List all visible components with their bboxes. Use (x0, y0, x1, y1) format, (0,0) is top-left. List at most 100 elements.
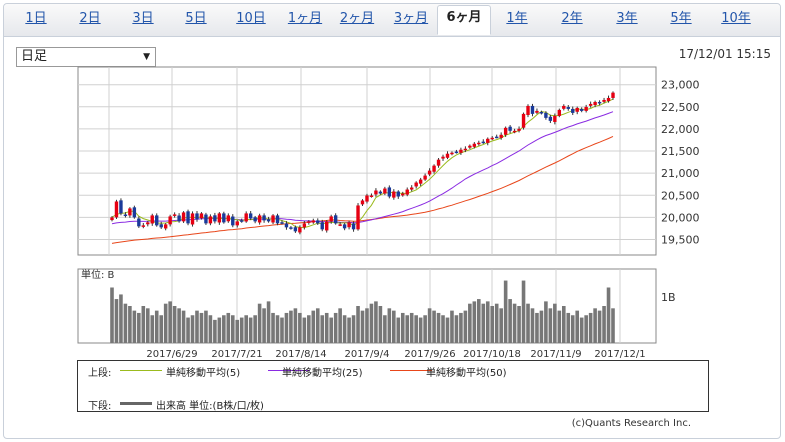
volume-bar (418, 317, 423, 343)
candle-body (418, 179, 423, 184)
candle-body (356, 205, 360, 230)
volume-bar (298, 312, 302, 343)
volume-bar (365, 308, 369, 343)
volume-bar (602, 306, 606, 343)
y-tick-label: 19,500 (661, 234, 700, 247)
y-tick-label: 21,500 (661, 145, 700, 158)
candle-body (557, 109, 562, 116)
volume-bar (445, 317, 450, 343)
volume-bar (526, 303, 530, 343)
candle-body (530, 105, 535, 114)
tab-3[interactable]: 3日 (132, 11, 154, 26)
candle-body (588, 103, 593, 106)
candle-body (544, 112, 548, 118)
candle-body (405, 189, 409, 195)
candle-body (240, 220, 244, 222)
x-tick-label: 2017/6/29 (146, 349, 197, 360)
volume-bar (213, 319, 217, 343)
volume-bar (248, 317, 253, 343)
volume-bar (177, 308, 181, 343)
tab-14[interactable]: 10年 (721, 11, 751, 26)
candle-body (477, 142, 481, 145)
candle-body (226, 215, 231, 222)
candle-body (110, 217, 114, 221)
tab-2[interactable]: 2日 (79, 11, 101, 26)
candle-body (298, 227, 302, 233)
candle-body (347, 222, 351, 228)
legend-ma5: 単純移動平均(5) (166, 368, 241, 379)
candle-body (432, 165, 436, 172)
volume-bar (450, 310, 454, 343)
candle-body (579, 109, 584, 111)
tab-11[interactable]: 2年 (561, 11, 583, 26)
candle-body (512, 130, 517, 133)
candle-body (244, 213, 248, 222)
tab-1[interactable]: 1日 (25, 11, 47, 26)
tab-12[interactable]: 3年 (616, 11, 638, 26)
volume-bar (472, 301, 477, 343)
volume-bar (427, 308, 432, 343)
candle-body (562, 105, 566, 109)
candle-body (494, 136, 499, 139)
tab-4[interactable]: 5日 (185, 11, 207, 26)
tab-6[interactable]: 1ヶ月 (287, 11, 323, 26)
tab-8[interactable]: 3ヶ月 (393, 11, 429, 26)
volume-bar (315, 308, 320, 343)
volume-bar (579, 317, 584, 343)
candle-body (123, 214, 128, 217)
candle-body (410, 187, 414, 190)
volume-bar (239, 317, 244, 343)
volume-bar (132, 310, 137, 343)
x-tick-label: 2017/9/26 (404, 349, 455, 360)
candle-body (320, 222, 324, 230)
volume-bar (302, 317, 307, 343)
volume-bar (570, 315, 575, 343)
legend-upper-label: 上段: (88, 368, 112, 379)
candle-body (597, 101, 602, 104)
volume-bar (119, 294, 123, 343)
x-tick-label: 2017/11/9 (530, 349, 581, 360)
volume-bar (266, 301, 271, 343)
legend-ma50-swatch (390, 370, 432, 371)
candle-body (262, 215, 266, 221)
legend-lower-label: 下段: (88, 401, 112, 412)
candle-body (602, 99, 606, 102)
candle-body (208, 216, 213, 224)
candle-body (490, 137, 494, 140)
volume-bar (356, 306, 360, 343)
tab-9[interactable]: 6ヶ月 (437, 5, 491, 35)
candle-body (526, 105, 530, 115)
volume-bar (320, 315, 325, 343)
volume-bar (338, 308, 342, 343)
y-tick-label: 23,000 (661, 79, 700, 92)
volume-bar (351, 315, 356, 343)
candle-body (378, 191, 383, 194)
volume-bar (329, 317, 333, 343)
tab-13[interactable]: 5年 (670, 11, 692, 26)
volume-bar (271, 312, 275, 343)
candle-body (441, 156, 445, 159)
volume-bar (226, 312, 231, 343)
volume-bar (141, 306, 146, 343)
copyright-credit: (c)Quants Research Inc. (571, 418, 691, 429)
candle-body (266, 219, 271, 222)
volume-bar (499, 308, 503, 343)
volume-bar (168, 301, 172, 343)
tab-10[interactable]: 1年 (506, 11, 528, 26)
candle-body (342, 224, 347, 229)
candle-body (329, 216, 333, 222)
candle-body (280, 222, 284, 224)
candle-body (289, 227, 293, 229)
volume-bar (333, 312, 338, 343)
tab-5[interactable]: 10日 (236, 11, 266, 26)
candle-body (606, 97, 611, 102)
candle-body (213, 215, 217, 222)
volume-bar (597, 310, 602, 343)
volume-bar (494, 303, 499, 343)
volume-bar (311, 310, 316, 343)
candle-body (168, 216, 172, 225)
volume-bar (535, 312, 539, 343)
candle-body (539, 112, 544, 114)
tab-7[interactable]: 2ヶ月 (339, 11, 375, 26)
x-tick-label: 2017/12/1 (594, 349, 645, 360)
